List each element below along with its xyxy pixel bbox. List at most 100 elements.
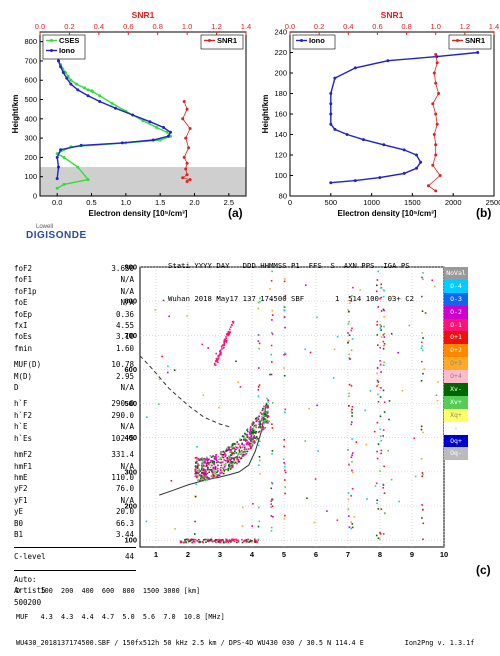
panel-a-point-snr1 <box>184 136 188 140</box>
ionogram-echo <box>245 539 248 541</box>
ionogram-echo <box>245 450 247 453</box>
ionogram-echo <box>221 348 223 350</box>
ionogram-echo <box>421 345 423 347</box>
panel-a-point-iono <box>86 94 90 98</box>
ionogram-ytick-label: 500 <box>124 399 137 408</box>
ionogram-echo <box>239 439 241 441</box>
ionogram-echo <box>231 443 234 445</box>
ionogram-echo <box>202 468 205 470</box>
ionogram-echo <box>225 449 228 452</box>
ionogram-echo <box>351 338 354 340</box>
ionogram-echo <box>283 280 286 283</box>
param-value: N/A <box>120 461 134 471</box>
ionogram-echo <box>242 506 244 509</box>
panel-b-point-snr1 <box>435 61 439 65</box>
ionogram-echo <box>383 316 385 318</box>
ionogram-echo <box>262 414 265 416</box>
param-row: h`F 290.0 <box>14 398 134 409</box>
legend-class-14: Oq- <box>444 447 468 461</box>
ionogram-echo <box>247 430 249 433</box>
ionogram-echo <box>251 431 253 433</box>
ionogram-echo <box>201 471 203 474</box>
ionogram-echo <box>229 451 232 453</box>
ionogram-echo <box>265 415 267 417</box>
ionogram-echo <box>205 458 208 461</box>
panel-b-legend-box <box>448 34 492 50</box>
ionogram-echo <box>282 458 285 460</box>
ionogram-echo <box>226 461 229 464</box>
ionogram-echo <box>212 467 215 470</box>
ionogram-echo <box>262 426 264 428</box>
ionogram-echo <box>232 447 235 450</box>
ionogram-echo <box>202 394 205 396</box>
ionogram-echo <box>261 419 263 421</box>
ionogram-echo <box>266 422 268 424</box>
ionogram-echo <box>283 354 285 356</box>
panel-a-x2tick-label: 0.8 <box>152 22 162 31</box>
param-row: C-level 44 <box>14 551 134 562</box>
ionogram-echo <box>223 459 225 461</box>
legend-class-7: O+3 <box>444 357 468 371</box>
ionogram-echo <box>231 451 233 454</box>
ionogram-echo <box>191 541 193 544</box>
ionogram-echo <box>383 336 386 338</box>
ionogram-echo <box>145 520 148 523</box>
ionogram-echo <box>377 508 380 510</box>
ionogram-echo <box>421 517 423 519</box>
ionogram-echo <box>183 541 185 544</box>
ionogram-echo <box>196 446 198 448</box>
panel-a-ytick-label: 700 <box>24 56 37 65</box>
panel-b-point-iono <box>345 133 349 136</box>
ionogram-echo <box>201 343 203 346</box>
ionogram-echo <box>283 439 285 441</box>
param-value: 110.0 <box>111 472 134 482</box>
panel-a-xtick-label: 0.5 <box>86 198 96 207</box>
panel-a-point-iono <box>120 141 124 145</box>
param-name: h`F2 <box>14 410 33 420</box>
param-row: fxI 4.55 <box>14 320 134 331</box>
ionogram-echo <box>373 430 376 433</box>
ionogram-echo <box>351 421 353 423</box>
panel-a-point-snr1 <box>184 167 188 171</box>
ionogram-echo <box>379 435 382 437</box>
panel-a-point-iono <box>55 155 59 159</box>
ionogram-echo <box>198 459 201 461</box>
ionogram-echo <box>241 525 244 527</box>
ionogram-echo <box>244 432 246 435</box>
ionogram-echo <box>237 447 239 449</box>
ionogram-echo <box>230 458 233 461</box>
ionogram-echo <box>229 456 231 458</box>
param-value: 66.3 <box>115 518 134 528</box>
ionogram-echo <box>422 473 424 476</box>
ionogram-echo <box>222 456 225 459</box>
ionogram-echo <box>236 441 238 443</box>
ionogram-echo <box>380 387 382 389</box>
ionogram-echo <box>246 434 249 436</box>
ionogram-echo <box>257 340 260 342</box>
ionogram-echo <box>228 446 231 449</box>
ionogram-echo <box>232 452 235 454</box>
ionogram-echo <box>203 479 206 482</box>
ionogram-echo <box>243 453 246 456</box>
ionogram-echo <box>216 539 219 541</box>
ionogram-echo <box>262 407 264 410</box>
ionogram-echo <box>258 520 261 523</box>
panel-b-ytick-label: 100 <box>274 171 287 180</box>
ionogram-echo <box>218 406 220 409</box>
panel-label-c: (c) <box>476 563 491 577</box>
ionogram-echo <box>236 462 238 465</box>
ionogram-echo <box>304 348 307 351</box>
panel-a-x2tick-label: 0.4 <box>94 22 104 31</box>
ionogram-echo <box>211 470 213 472</box>
ionogram-echo <box>420 380 423 382</box>
ionogram-echo <box>227 459 230 462</box>
panel-a-xtick-label: 2.5 <box>224 198 234 207</box>
panel-b-xtick-label: 0 <box>288 198 292 207</box>
ionogram-echo <box>189 539 192 542</box>
panel-a-point-cses <box>69 78 73 82</box>
footer-line-1: D 100 200 400 600 800 1500 3000 [km] <box>16 587 201 596</box>
legend-class-0: NoVal <box>444 267 468 280</box>
ionogram-echo <box>352 471 354 474</box>
ionogram-echo <box>376 502 378 505</box>
ionogram-echo <box>227 541 230 543</box>
